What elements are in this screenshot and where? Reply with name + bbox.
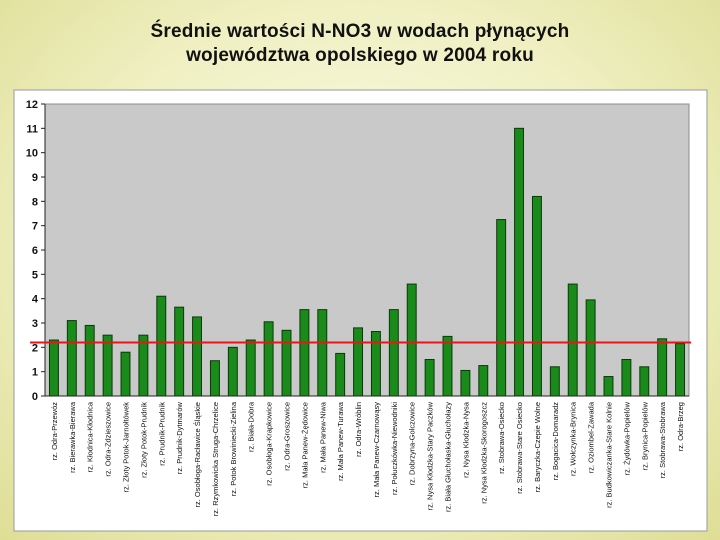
x-category-label: rz. Nysa Kłodzka-Nysa [461,401,470,478]
x-category-label: rz. Dobrzyna-Golczowice [408,402,417,485]
x-category-label: rz. Złoty Potok-Jarnołtówek [122,402,131,493]
bar [603,376,614,397]
x-category-label: rz. Odra-Groszowice [283,402,292,471]
bar [102,334,113,397]
bar [639,366,650,397]
x-category-label: rz. Prudnik-Dytmarów [175,401,184,474]
x-category-label: rz. Biała Głuchołaska-Głuchołazy [444,402,453,512]
y-tick-label: 8 [32,196,38,208]
bar [317,309,328,397]
x-category-label: rz. Brynica-Popielów [640,401,649,470]
bar [675,343,686,397]
x-category-label: rz. Kłodnica-Kłodnica [86,401,95,472]
bar [209,360,220,397]
bar [156,295,167,397]
y-tick-label: 5 [32,269,38,281]
plot-area [44,103,690,397]
x-category-label: rz. Żydówka-Popielów [622,401,631,475]
bar [388,309,399,397]
y-tick-label: 3 [32,318,38,330]
x-category-label: rz. Odra-Przewóz [50,402,59,461]
bar [120,351,131,397]
bar [424,359,435,397]
x-category-label: rz. Mała Panew-Niwa [318,401,327,473]
bar [531,195,542,397]
bar [496,219,507,397]
bar [442,335,453,397]
y-tick-label: 7 [32,221,38,233]
x-category-label: rz. Odra-Wróblin [354,402,363,457]
y-tick-label: 2 [32,342,38,354]
y-tick-label: 0 [32,391,38,403]
x-category-label: rz. Mała Panew-Czarnowąsy [372,402,381,498]
bar [514,127,525,397]
bar [585,299,596,397]
bar [263,321,274,397]
x-category-label: rz. Mała Panew-Żędowice [300,402,309,488]
bar [657,338,668,397]
x-category-label: rz. Odra-Zdzieszowice [104,402,113,477]
bar [281,329,292,397]
x-category-label: rz. Biała-Dobra [247,401,256,452]
bar [66,320,77,397]
chart-title-line-1: Średnie wartości N-NO3 w wodach płynącyc… [150,21,570,42]
bar [48,339,59,397]
bar [370,331,381,397]
x-category-label: rz. Rzymkowicka Struga-Chrzelice [211,402,220,516]
bar [567,283,578,397]
bar [245,339,256,397]
chart-title-line-2: województwa opolskiego w 2004 roku [186,45,534,66]
bar [138,334,149,397]
x-category-label: rz. Bogacica-Domaradz [551,402,560,481]
y-tick-label: 12 [26,99,38,111]
x-category-label: rz. Nysa Kłodzka-Skorogoszcz [479,402,488,504]
y-tick-label: 1 [32,367,38,379]
x-category-label: rz. Stobrawa-Osiecko [497,402,506,474]
x-category-label: rz. Mała Panew-Turawa [336,401,345,481]
x-category-label: rz. Wołczynka-Brynica [569,401,578,476]
x-category-label: rz. Bierawka-Bierawa [68,401,77,473]
x-category-label: rz. Złoty Potok-Prudnik [139,402,148,478]
bar [478,365,489,397]
bar [84,324,95,397]
y-tick-label: 9 [32,172,38,184]
bar [227,346,238,397]
x-category-label: rz. Osobłoga-Racławice Śląskie [193,402,202,507]
x-category-label: rz. Nysa Kłodzka-Stary Paczków [426,401,435,510]
chart-title: Średnie wartości N-NO3 w wodach płynącyc… [80,20,640,68]
x-category-label: rz. Prudnik-Prudnik [157,402,166,466]
x-category-label: rz. Budkowiczanka-Stare Kolnie [605,402,614,508]
x-category-label: rz. Baryczka-Czepie Wolne [533,402,542,492]
bar [621,359,632,397]
y-tick-label: 4 [32,294,39,306]
y-tick-label: 10 [26,148,38,160]
bar [406,283,417,397]
bar [299,309,310,397]
x-category-label: rz. Odra-Brzeg [676,402,685,451]
x-category-label: rz. Stobrawa-Stobrawa [658,401,667,478]
bar [335,352,346,397]
bar [174,306,185,397]
y-tick-label: 6 [32,245,38,257]
x-category-label: rz. Potok Browiniecki-Zielina [229,401,238,496]
x-category-label: rz. Połuczkówka-Niewodniki [390,402,399,495]
y-tick-label: 11 [26,123,38,135]
bar [353,327,364,397]
x-category-label: rz. Oziombel-Zawada [587,401,596,473]
x-category-label: rz. Osobłoga-Krapkowice [265,402,274,486]
bar [549,366,560,397]
bar [192,316,203,397]
x-category-label: rz. Stobrawa-Stare Osiecko [515,402,524,494]
bar [460,369,471,397]
